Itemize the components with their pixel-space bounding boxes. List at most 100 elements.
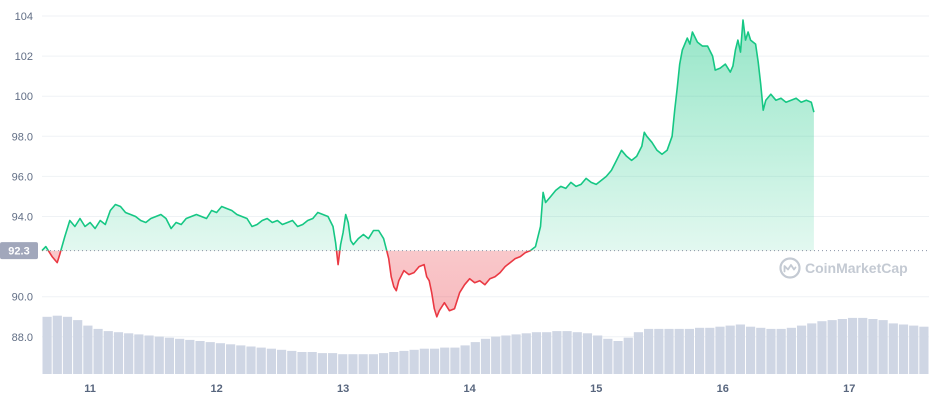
volume-bar	[470, 342, 480, 374]
volume-bar	[62, 316, 73, 374]
y-tick-label: 90.0	[12, 292, 33, 304]
volume-bar	[185, 339, 195, 374]
volume-bar	[796, 325, 807, 374]
volume-bar	[450, 347, 460, 374]
volume-bar	[348, 354, 358, 374]
volume-bar	[552, 331, 562, 374]
y-tick-label: 102	[15, 51, 33, 63]
volume-bar	[287, 350, 297, 374]
volume-bar	[898, 324, 909, 374]
volume-bar	[124, 333, 134, 374]
volume-bar	[684, 328, 695, 374]
volume-bar	[562, 331, 572, 374]
volume-bar	[582, 333, 593, 374]
volume-bar	[644, 328, 654, 374]
volume-bar	[521, 333, 531, 374]
volume-bar	[409, 349, 419, 374]
volume-bar	[103, 331, 113, 374]
area-fill	[42, 20, 814, 317]
volume-bar	[297, 352, 307, 374]
volume-bar	[93, 328, 103, 374]
x-tick-label: 11	[84, 383, 96, 395]
watermark: CoinMarketCap	[779, 257, 908, 279]
volume-bar	[246, 346, 256, 374]
volume-bar	[256, 347, 266, 374]
volume-bar	[919, 326, 929, 374]
baseline-label-text: 92.3	[8, 246, 29, 258]
volume-bar	[511, 334, 521, 374]
volume-bar	[460, 345, 470, 374]
volume-bar	[593, 335, 603, 374]
volume-bar	[878, 320, 888, 374]
volume-bar	[440, 347, 450, 374]
volume-bar	[654, 328, 664, 374]
price-line-down	[41, 250, 532, 318]
volume-bar	[164, 337, 175, 374]
volume-bar	[480, 338, 491, 374]
volume-bar	[613, 341, 623, 374]
volume-bar	[725, 325, 735, 374]
volume-bar	[715, 326, 725, 374]
volume-bar	[266, 348, 276, 374]
y-tick-label: 100	[15, 91, 33, 103]
volume-bar	[735, 324, 745, 374]
x-tick-label: 12	[210, 383, 222, 395]
volume-bar	[827, 320, 837, 374]
baseline-label: 92.3	[0, 242, 38, 260]
volume-bar	[42, 316, 52, 374]
volume-bar	[389, 352, 399, 374]
y-tick-label: 96.0	[12, 171, 33, 183]
volume-bar	[327, 353, 338, 374]
volume-bar	[134, 334, 144, 374]
volume-bar	[205, 342, 215, 374]
volume-bar	[603, 338, 613, 374]
baseline-label-bg	[0, 242, 38, 260]
volume-bar	[909, 325, 919, 374]
x-axis-ticks: 11 12 13 14 15 16 17	[84, 383, 855, 395]
volume-bar	[113, 332, 124, 374]
volume-bar	[276, 349, 287, 374]
volume-bar	[786, 327, 796, 374]
price-line-up	[41, 19, 815, 251]
volume-bar	[195, 341, 205, 374]
volume-bar	[847, 317, 858, 374]
volume-bar	[429, 348, 440, 374]
volume-bar	[338, 354, 348, 374]
x-tick-label: 17	[843, 383, 855, 395]
watermark-text: CoinMarketCap	[805, 260, 908, 276]
volume-bar	[766, 328, 776, 374]
volume-bar	[756, 327, 766, 374]
volume-bar	[633, 332, 644, 374]
volume-bar	[144, 335, 154, 374]
volume-bar	[837, 319, 847, 374]
area-fill-down	[42, 250, 814, 317]
volume-bar	[175, 338, 185, 374]
volume-bar	[419, 348, 429, 374]
area-fill-up	[42, 20, 814, 251]
volume-bar	[807, 323, 817, 374]
volume-bar	[154, 336, 164, 374]
volume-bar	[695, 327, 705, 374]
volume-bar	[542, 332, 552, 374]
volume-bar	[358, 354, 368, 374]
volume-bar	[226, 344, 236, 374]
volume-bar	[776, 328, 786, 374]
x-tick-label: 14	[464, 383, 477, 395]
volume-bar	[215, 343, 226, 374]
volume-bar	[745, 326, 756, 374]
volume-bar	[317, 353, 327, 374]
volume-bar	[501, 335, 511, 374]
volume-bar	[664, 328, 674, 374]
y-tick-label: 88.0	[12, 332, 33, 344]
volume-bar	[531, 332, 542, 374]
volume-bar	[236, 345, 246, 374]
volume-bar	[491, 336, 501, 374]
volume-bar	[52, 315, 62, 374]
volume-bar	[868, 319, 878, 374]
volume-bar	[399, 350, 409, 374]
volume-bar	[623, 337, 633, 374]
volume-bar	[378, 353, 389, 374]
y-tick-label: 94.0	[12, 212, 33, 224]
coinmarketcap-logo-icon	[779, 257, 801, 279]
